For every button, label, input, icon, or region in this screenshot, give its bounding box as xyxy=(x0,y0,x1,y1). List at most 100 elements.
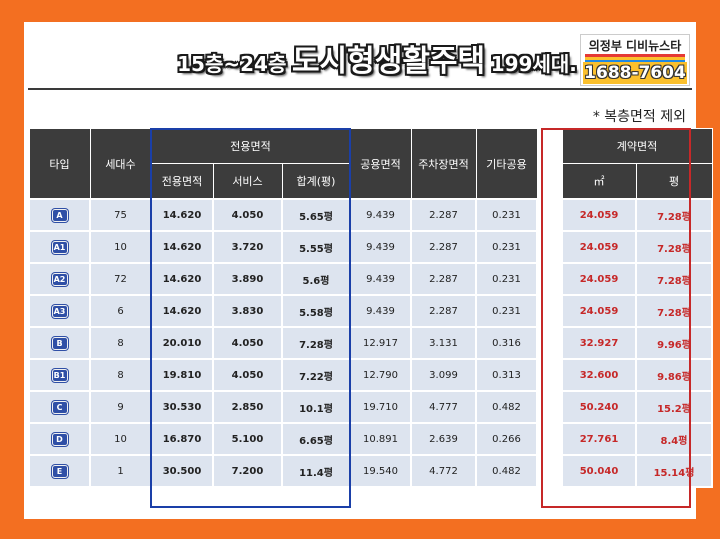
header-type: 타입 xyxy=(28,128,91,200)
cell-type: C xyxy=(28,390,91,424)
type-badge: E xyxy=(51,464,68,478)
cell-common: 12.790 xyxy=(349,358,412,392)
cell-contract-py: 7.28평 xyxy=(634,262,714,296)
cell-exclusive: 14.620 xyxy=(150,198,214,232)
cell-common: 19.710 xyxy=(349,390,412,424)
cell-service: 4.050 xyxy=(212,198,283,232)
header-total-pyeong: 합계(평) xyxy=(281,163,351,200)
cell-households: 6 xyxy=(89,294,152,328)
title-floors: 15층~24층 xyxy=(177,52,287,76)
cell-common: 10.891 xyxy=(349,422,412,456)
cell-parking: 3.099 xyxy=(410,358,477,392)
page-title: 15층~24층 도시형생활주택 199세대. xyxy=(152,36,602,79)
cell-total: 7.28평 xyxy=(281,326,351,360)
logo-stripe-blue xyxy=(585,60,685,63)
cell-gap xyxy=(536,326,563,360)
cell-contract-m2: 24.059 xyxy=(561,198,637,232)
cell-total: 10.1평 xyxy=(281,390,351,424)
header-contract-pyeong: 평 xyxy=(635,163,713,200)
cell-other: 0.266 xyxy=(475,422,538,456)
cell-households: 10 xyxy=(89,230,152,264)
cell-total: 5.58평 xyxy=(281,294,351,328)
cell-households: 1 xyxy=(89,454,152,488)
cell-contract-py: 7.28평 xyxy=(634,294,714,328)
duplex-note: * 복층면적 제외 xyxy=(592,109,686,125)
cell-service: 7.200 xyxy=(212,454,283,488)
cell-common: 9.439 xyxy=(349,230,412,264)
cell-common: 9.439 xyxy=(349,294,412,328)
logo-name: 의정부 디비뉴스타 xyxy=(588,39,682,53)
cell-type: B1 xyxy=(28,358,91,392)
table-row: D 10 16.870 5.100 6.65평 10.891 2.639 0.266 27.76… xyxy=(28,422,714,456)
type-badge: A xyxy=(51,208,68,222)
cell-contract-py: 7.28평 xyxy=(634,198,714,232)
type-badge: D xyxy=(51,432,68,446)
cell-contract-py: 15.2평 xyxy=(634,390,714,424)
cell-gap xyxy=(536,230,563,264)
cell-gap xyxy=(536,294,563,328)
table-row: E 1 30.500 7.200 11.4평 19.540 4.772 0.482 50.040… xyxy=(28,454,714,488)
cell-households: 8 xyxy=(89,358,152,392)
cell-service: 4.050 xyxy=(212,358,283,392)
table-row: B1 8 19.810 4.050 7.22평 12.790 3.099 0.313 32.60… xyxy=(28,358,714,392)
cell-contract-m2: 27.761 xyxy=(561,422,637,456)
cell-exclusive: 30.530 xyxy=(150,390,214,424)
cell-households: 75 xyxy=(89,198,152,232)
cell-common: 12.917 xyxy=(349,326,412,360)
cell-contract-py: 9.96평 xyxy=(634,326,714,360)
cell-type: D xyxy=(28,422,91,456)
header-gap xyxy=(537,128,562,199)
cell-exclusive: 30.500 xyxy=(150,454,214,488)
cell-contract-py: 7.28평 xyxy=(634,230,714,264)
type-badge: A2 xyxy=(51,272,68,286)
cell-service: 5.100 xyxy=(212,422,283,456)
cell-exclusive: 14.620 xyxy=(150,262,214,296)
cell-exclusive: 14.620 xyxy=(150,230,214,264)
cell-gap xyxy=(536,390,563,424)
cell-total: 5.55평 xyxy=(281,230,351,264)
table-row: C 9 30.530 2.850 10.1평 19.710 4.777 0.482 50.240… xyxy=(28,390,714,424)
cell-total: 11.4평 xyxy=(281,454,351,488)
cell-contract-m2: 24.059 xyxy=(561,262,637,296)
cell-parking: 2.287 xyxy=(410,262,477,296)
logo-stripe-red xyxy=(585,54,685,57)
header-contract-group: 계약면적 xyxy=(561,128,713,164)
type-badge: B1 xyxy=(51,368,68,382)
cell-households: 72 xyxy=(89,262,152,296)
cell-other: 0.231 xyxy=(475,294,538,328)
cell-parking: 2.287 xyxy=(410,198,477,232)
cell-gap xyxy=(536,454,563,488)
cell-parking: 2.639 xyxy=(410,422,477,456)
cell-contract-py: 9.86평 xyxy=(634,358,714,392)
table-row: A1 10 14.620 3.720 5.55평 9.439 2.287 0.231 24.05… xyxy=(28,230,714,264)
cell-total: 5.65평 xyxy=(281,198,351,232)
cell-exclusive: 20.010 xyxy=(150,326,214,360)
table-row: A 75 14.620 4.050 5.65평 9.439 2.287 0.231 24.059… xyxy=(28,198,714,232)
cell-other: 0.231 xyxy=(475,230,538,264)
cell-parking: 2.287 xyxy=(410,230,477,264)
cell-service: 4.050 xyxy=(212,326,283,360)
cell-total: 6.65평 xyxy=(281,422,351,456)
logo-stripe-yellow xyxy=(585,57,685,60)
document-card: 15층~24층 도시형생활주택 199세대. 의정부 디비뉴스타 1688-76… xyxy=(24,22,714,519)
cell-type: A1 xyxy=(28,230,91,264)
cell-exclusive: 19.810 xyxy=(150,358,214,392)
cell-gap xyxy=(536,262,563,296)
cell-common: 9.439 xyxy=(349,198,412,232)
type-badge: A3 xyxy=(51,304,68,318)
title-divider xyxy=(28,88,692,90)
cell-other: 0.482 xyxy=(475,454,538,488)
title-households: 199세대. xyxy=(490,52,577,76)
header-exclusive: 전용면적 xyxy=(150,163,214,200)
type-badge: B xyxy=(51,336,68,350)
cell-contract-m2: 24.059 xyxy=(561,294,637,328)
cell-gap xyxy=(536,358,563,392)
cell-contract-py: 8.4평 xyxy=(634,422,714,456)
cell-contract-py: 15.14평 xyxy=(634,454,714,488)
cell-exclusive: 16.870 xyxy=(150,422,214,456)
logo-phone: 1688-7604 xyxy=(583,62,687,84)
cell-households: 10 xyxy=(89,422,152,456)
table-row: A2 72 14.620 3.890 5.6평 9.439 2.287 0.231 24.059… xyxy=(28,262,714,296)
cell-parking: 2.287 xyxy=(410,294,477,328)
cell-households: 8 xyxy=(89,326,152,360)
